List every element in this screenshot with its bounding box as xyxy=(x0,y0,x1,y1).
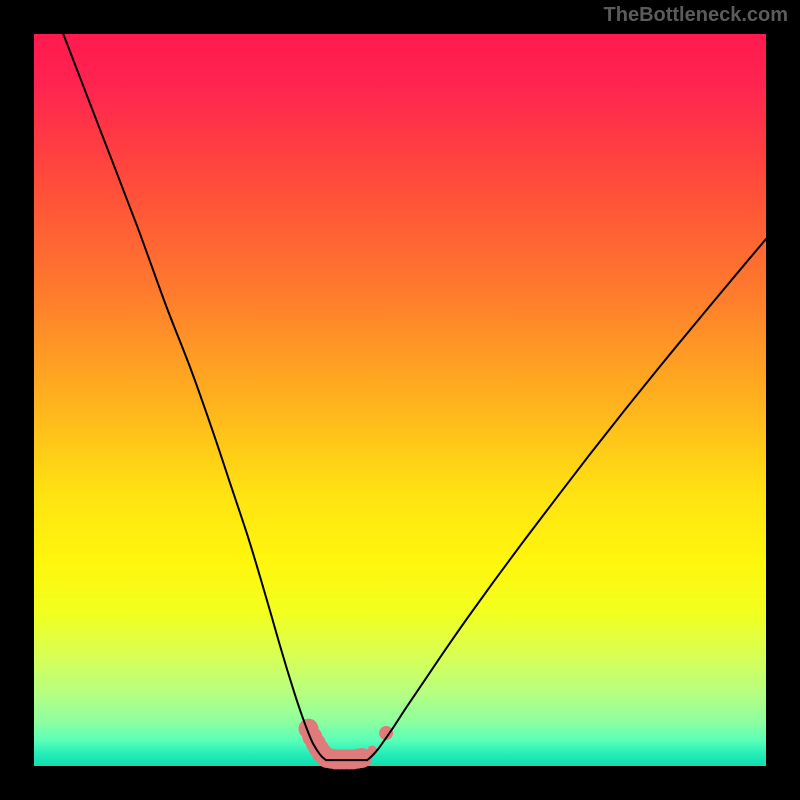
plot-area xyxy=(34,34,766,766)
chart-svg xyxy=(0,0,800,800)
chart-stage: TheBottleneck.com xyxy=(0,0,800,800)
